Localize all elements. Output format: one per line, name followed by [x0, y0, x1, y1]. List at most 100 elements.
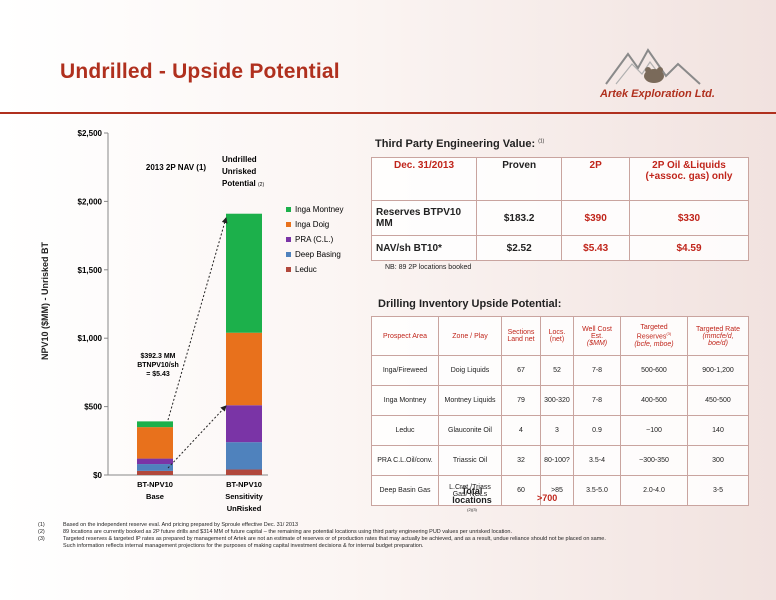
bar-segment-leduc: [226, 469, 262, 475]
di-cell: 3.5-5.0: [573, 475, 621, 506]
nav-label: 2013 2P NAV (1): [146, 163, 207, 172]
legend-swatch: [286, 267, 291, 272]
tp-row-label: NAV/sh BT10*: [371, 235, 477, 261]
tp-header-2p-oil: 2P Oil &Liquids (+assoc. gas) only: [629, 157, 749, 201]
callout-line-2: BTNPV10/sh: [137, 362, 179, 369]
table-row: Inga/Fireweed Doig Liquids 67 52 7-8 500…: [371, 355, 749, 386]
di-cell: 32: [501, 445, 541, 476]
legend-swatch: [286, 252, 291, 257]
di-cell: 80-100?: [540, 445, 574, 476]
table-row: Reserves BTPV10 MM $183.2 $390 $330: [371, 200, 749, 236]
di-cell: >85: [540, 475, 574, 506]
booked-note: NB: 89 2P locations booked: [385, 264, 472, 271]
x-tick-label: BT-NPV10: [226, 480, 262, 489]
y-tick-label: $0: [93, 471, 102, 480]
x-tick-label: BT-NPV10: [137, 480, 173, 489]
bar-segment-inga-montney: [226, 213, 262, 333]
di-cell: 7-8: [573, 385, 621, 416]
di-cell: 52: [540, 355, 574, 386]
table-row: Leduc Glauconite Oil 4 3 0.9 ~100 140: [371, 415, 749, 446]
di-cell: ~300-350: [620, 445, 688, 476]
y-tick-label: $2,000: [78, 197, 103, 206]
footnote: (3) Targeted reserves & targeted IP rates…: [38, 536, 606, 542]
di-header-area: Prospect Area: [371, 316, 439, 356]
total-locations-label: Total locations (2)(3): [452, 486, 492, 513]
total-locations-value: >700: [537, 493, 558, 503]
di-header-locs: Locs. (net): [540, 316, 574, 356]
y-axis-label: NPV10 ($MM) - Unrisked BT: [40, 241, 50, 360]
tp-cell: $4.59: [629, 235, 749, 261]
di-cell: 79: [501, 385, 541, 416]
bar-segment-pra-c-l-: [137, 458, 173, 465]
di-cell: 500-600: [620, 355, 688, 386]
footnotes: (1) Based on the independent reserve eval…: [38, 522, 758, 550]
di-cell: 140: [687, 415, 749, 446]
di-cell: 3.5-4: [573, 445, 621, 476]
di-cell: 400-500: [620, 385, 688, 416]
di-cell: 7-8: [573, 355, 621, 386]
tp-header-date: Dec. 31/2013: [371, 157, 477, 201]
y-tick-label: $1,500: [78, 266, 103, 275]
undrilled-label-3: Potential (2): [222, 179, 264, 188]
di-header-rate: Targeted Rate (mmcfe/d, boe/d): [687, 316, 749, 356]
x-tick-label: Sensitivity: [225, 492, 263, 501]
callout-line-3: = $5.43: [146, 371, 170, 378]
di-cell: 300-320: [540, 385, 574, 416]
di-cell-zone: Doig Liquids: [438, 355, 502, 386]
di-cell: 450-500: [687, 385, 749, 416]
di-cell: 3: [540, 415, 574, 446]
table-row: NAV/sh BT10* $2.52 $5.43 $4.59: [371, 235, 749, 261]
tp-cell: $390: [561, 200, 630, 236]
di-cell-zone: Triassic Oil: [438, 445, 502, 476]
di-header-cost: Well Cost Est. ($MM): [573, 316, 621, 356]
y-tick-label: $500: [84, 403, 102, 412]
tp-cell: $330: [629, 200, 749, 236]
bar-segment-pra-c-l-: [226, 405, 262, 443]
third-party-heading: Third Party Engineering Value: (1): [375, 138, 545, 150]
di-cell: 3-5: [687, 475, 749, 506]
artek-logo-icon: [605, 48, 701, 85]
bar-segment-inga-montney: [137, 421, 173, 428]
di-cell-zone: Glauconite Oil: [438, 415, 502, 446]
legend-label: PRA (C.L.): [295, 235, 334, 244]
undrilled-label-1: Undrilled: [222, 155, 257, 164]
di-cell-area: Inga/Fireweed: [371, 355, 439, 386]
di-cell-zone: Montney Liquids: [438, 385, 502, 416]
legend-label: Leduc: [295, 265, 317, 274]
tp-header-proven: Proven: [475, 157, 563, 201]
footnote: (2) 89 locations are currently booked as …: [38, 529, 513, 535]
page-title: Undrilled - Upside Potential: [60, 60, 340, 83]
table-row: Deep Basin Gas L.Cret./Triass Gas/ NGLs …: [371, 475, 749, 506]
di-cell-zone: L.Cret./Triass Gas/ NGLs: [438, 475, 502, 506]
company-name: Artek Exploration Ltd.: [600, 88, 715, 100]
drilling-heading: Drilling Inventory Upside Potential:: [378, 298, 562, 310]
di-cell: 4: [501, 415, 541, 446]
di-cell-area: Inga Montney: [371, 385, 439, 416]
title-divider: [0, 112, 776, 114]
di-cell: 60: [501, 475, 541, 506]
di-header-zone: Zone / Play: [438, 316, 502, 356]
bar-segment-deep-basing: [226, 442, 262, 470]
tp-header-2p: 2P: [561, 157, 630, 201]
di-header-reserves: Targeted Reserves(3) (bcfe, mboe): [620, 316, 688, 356]
callout-line-1: $392.3 MM: [140, 353, 175, 360]
y-tick-label: $1,000: [78, 334, 103, 343]
di-cell: 0.9: [573, 415, 621, 446]
di-cell-area: Leduc: [371, 415, 439, 446]
legend-label: Inga Doig: [295, 220, 329, 229]
di-cell: 300: [687, 445, 749, 476]
bar-segment-inga-doig: [137, 427, 173, 459]
y-tick-label: $2,500: [78, 129, 103, 138]
drilling-inventory-table: Prospect Area Zone / Play Sections Land n…: [371, 316, 749, 506]
di-cell: ~100: [620, 415, 688, 446]
x-tick-label: UnRisked: [227, 504, 262, 513]
tp-cell: $183.2: [475, 200, 563, 236]
table-row: Inga Montney Montney Liquids 79 300-320 …: [371, 385, 749, 416]
di-cell: 900-1,200: [687, 355, 749, 386]
undrilled-label-2: Unrisked: [222, 167, 256, 176]
x-tick-label: Base: [146, 492, 164, 501]
dotted-arrows: [167, 217, 228, 469]
di-cell-area: Deep Basin Gas: [371, 475, 439, 506]
legend-label: Deep Basing: [295, 250, 341, 259]
legend-swatch: [286, 237, 291, 242]
